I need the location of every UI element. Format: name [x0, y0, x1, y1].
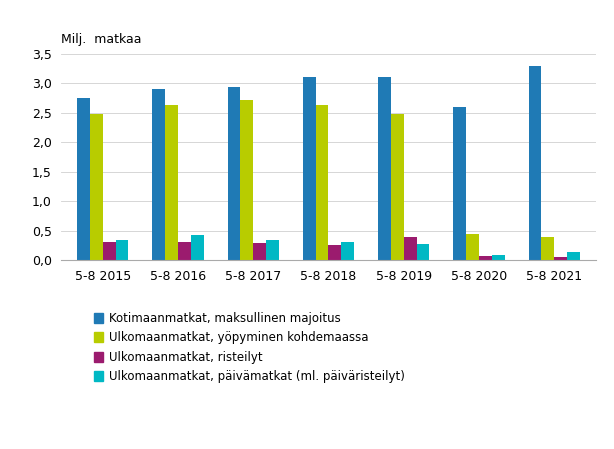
- Bar: [378, 78, 391, 260]
- Bar: [341, 242, 354, 260]
- Bar: [529, 66, 542, 260]
- Bar: [416, 244, 429, 260]
- Bar: [554, 257, 567, 260]
- Bar: [316, 105, 328, 260]
- Bar: [391, 114, 404, 260]
- Bar: [466, 234, 479, 260]
- Bar: [228, 87, 241, 260]
- Bar: [479, 255, 492, 260]
- Bar: [77, 97, 90, 260]
- Bar: [152, 89, 165, 260]
- Bar: [404, 238, 416, 260]
- Bar: [567, 251, 580, 260]
- Bar: [103, 242, 115, 260]
- Bar: [492, 255, 505, 260]
- Bar: [542, 237, 554, 260]
- Bar: [241, 100, 253, 260]
- Bar: [303, 78, 316, 260]
- Text: Milj.  matkaa: Milj. matkaa: [61, 33, 142, 46]
- Bar: [165, 105, 178, 260]
- Bar: [328, 245, 341, 260]
- Legend: Kotimaanmatkat, maksullinen majoitus, Ulkomaanmatkat, yöpyminen kohdemaassa, Ulk: Kotimaanmatkat, maksullinen majoitus, Ul…: [94, 312, 405, 383]
- Bar: [178, 242, 191, 260]
- Bar: [266, 240, 279, 260]
- Bar: [90, 114, 103, 260]
- Bar: [253, 243, 266, 260]
- Bar: [191, 235, 204, 260]
- Bar: [453, 107, 466, 260]
- Bar: [115, 240, 128, 260]
